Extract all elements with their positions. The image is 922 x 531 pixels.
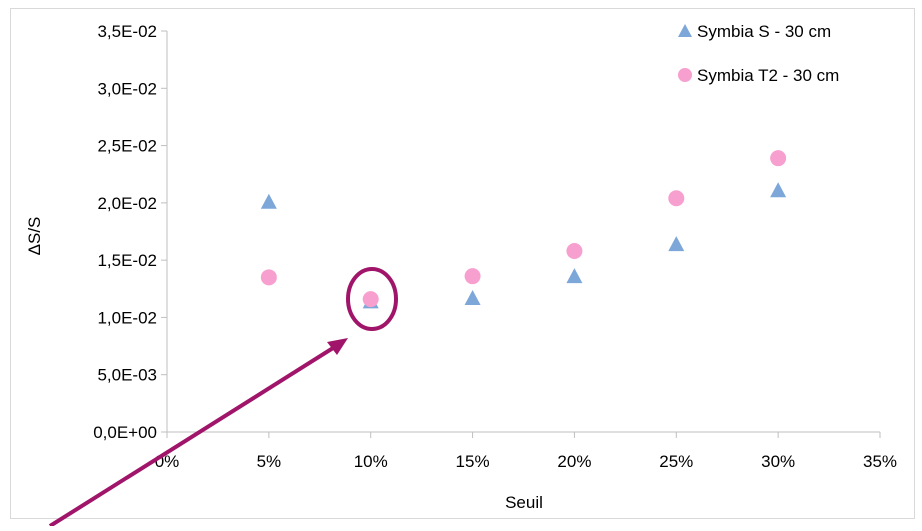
annotation-arrow — [48, 341, 343, 528]
x-ticks: 0% 5% 10% 15% 20% 25% 30% 35% — [155, 432, 897, 471]
annotation-arrowhead — [327, 338, 348, 355]
data-point-circle — [566, 242, 583, 259]
data-point-circle — [362, 291, 379, 308]
y-tick-label: 3,0E-02 — [97, 79, 157, 98]
y-tick-label: 1,5E-02 — [97, 251, 157, 270]
data-points — [260, 150, 787, 309]
data-point-circle — [770, 150, 787, 167]
x-tick-label: 15% — [456, 452, 490, 471]
y-tick-label: 2,0E-02 — [97, 194, 157, 213]
y-tick-label: 1,0E-02 — [97, 308, 157, 327]
data-point-triangle — [464, 289, 481, 305]
legend-marker-circle — [678, 68, 692, 82]
legend: Symbia S - 30 cm Symbia T2 - 30 cm — [678, 22, 839, 85]
highlight-ellipse — [346, 267, 398, 331]
data-point-triangle — [770, 182, 787, 198]
data-point-circle — [668, 190, 685, 207]
x-tick-label: 5% — [257, 452, 282, 471]
legend-marker-triangle — [678, 24, 692, 37]
chart-border — [10, 8, 915, 519]
y-ticks: 0,0E+00 5,0E-03 1,0E-02 1,5E-02 2,0E-02 2,5E-… — [93, 22, 167, 442]
y-tick-label: 5,0E-03 — [97, 366, 157, 385]
data-point-triangle — [260, 193, 277, 209]
x-tick-label: 10% — [354, 452, 388, 471]
legend-label-symbia-t2: Symbia T2 - 30 cm — [697, 66, 839, 85]
data-point-circle — [260, 269, 277, 286]
data-point-triangle — [668, 236, 685, 252]
x-tick-label: 20% — [557, 452, 591, 471]
annotations — [48, 267, 398, 528]
x-axis-title: Seuil — [505, 493, 543, 512]
y-tick-label: 3,5E-02 — [97, 22, 157, 41]
data-point-triangle — [566, 268, 583, 284]
x-tick-label: 35% — [863, 452, 897, 471]
x-tick-label: 0% — [155, 452, 180, 471]
y-tick-label: 0,0E+00 — [93, 423, 157, 442]
axes — [166, 31, 880, 433]
legend-label-symbia-s: Symbia S - 30 cm — [697, 22, 831, 41]
data-point-circle — [464, 268, 481, 285]
x-tick-label: 25% — [659, 452, 693, 471]
y-axis-title: ΔS/S — [25, 217, 44, 256]
y-tick-label: 2,5E-02 — [97, 137, 157, 156]
x-tick-label: 30% — [761, 452, 795, 471]
